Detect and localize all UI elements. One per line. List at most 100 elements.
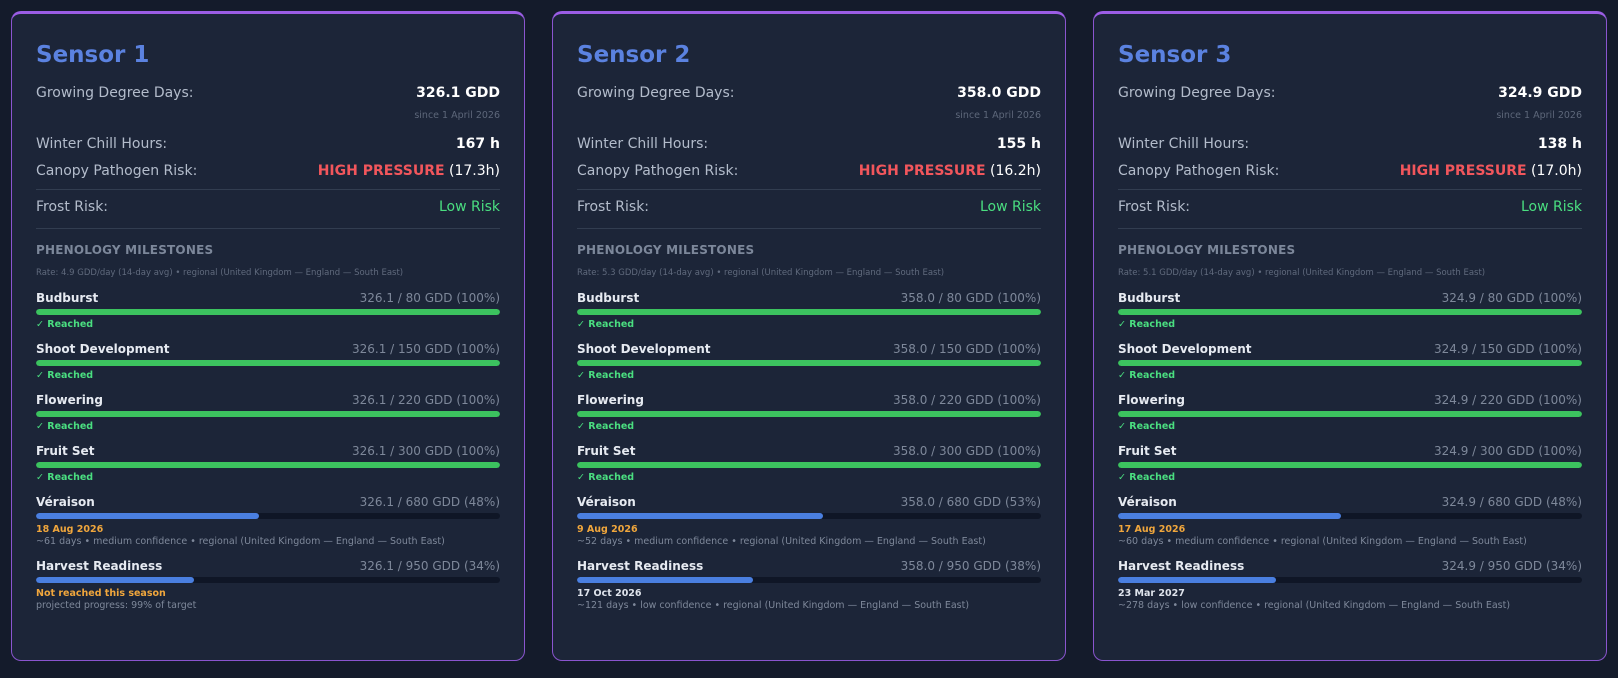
section-title: PHENOLOGY MILESTONES bbox=[1118, 243, 1296, 257]
milestone-header: Harvest Readiness 326.1 / 950 GDD (34%) bbox=[36, 559, 500, 574]
milestone-progress: 326.1 / 680 GDD (48%) bbox=[359, 495, 500, 509]
gdd-label: Growing Degree Days: bbox=[1118, 85, 1276, 101]
frost-row: Frost Risk: Low Risk bbox=[577, 197, 1041, 217]
gdd-value: 324.9 GDD bbox=[1498, 85, 1582, 101]
predicted-date: 18 Aug 2026 bbox=[36, 524, 104, 535]
progress-bar-fill bbox=[1118, 411, 1582, 417]
prediction-note: ~121 days • low confidence • regional (U… bbox=[577, 600, 970, 611]
reached-status: ✓ Reached bbox=[577, 421, 635, 432]
divider bbox=[577, 189, 1041, 190]
milestone-item: Harvest Readiness 326.1 / 950 GDD (34%) No… bbox=[36, 559, 500, 612]
progress-bar-fill bbox=[36, 462, 500, 468]
gdd-since: since 1 April 2026 bbox=[414, 110, 500, 121]
milestone-item: Harvest Readiness 358.0 / 950 GDD (38%) 17… bbox=[577, 559, 1041, 612]
milestone-header: Flowering 358.0 / 220 GDD (100%) bbox=[577, 393, 1041, 408]
sensor-card: Sensor 1 Growing Degree Days: 326.1 GDD … bbox=[11, 11, 525, 661]
predicted-date: Not reached this season bbox=[36, 588, 166, 599]
milestone-item: Shoot Development 326.1 / 150 GDD (100%) ✓… bbox=[36, 342, 500, 382]
progress-bar bbox=[36, 513, 500, 519]
prediction-note: projected progress: 99% of target bbox=[36, 600, 197, 611]
canopy-level: HIGH PRESSURE bbox=[1399, 163, 1527, 179]
canopy-label: Canopy Pathogen Risk: bbox=[577, 163, 739, 179]
divider bbox=[1118, 228, 1582, 229]
chill-row: Winter Chill Hours: 167 h bbox=[36, 134, 500, 154]
chill-row: Winter Chill Hours: 155 h bbox=[577, 134, 1041, 154]
milestone-header: Shoot Development 324.9 / 150 GDD (100%) bbox=[1118, 342, 1582, 357]
progress-bar-fill bbox=[1118, 360, 1582, 366]
sensor-card: Sensor 3 Growing Degree Days: 324.9 GDD … bbox=[1093, 11, 1607, 661]
sensor-card: Sensor 2 Growing Degree Days: 358.0 GDD … bbox=[552, 11, 1066, 661]
frost-label: Frost Risk: bbox=[577, 199, 650, 215]
progress-bar-fill bbox=[577, 360, 1041, 366]
milestone-name: Budburst bbox=[577, 291, 640, 305]
chill-value: 167 h bbox=[455, 136, 500, 152]
milestone-item: Shoot Development 324.9 / 150 GDD (100%) ✓… bbox=[1118, 342, 1582, 382]
divider bbox=[1118, 189, 1582, 190]
canopy-row: Canopy Pathogen Risk: HIGH PRESSURE (17.… bbox=[1118, 161, 1582, 181]
progress-bar-fill bbox=[36, 411, 500, 417]
canopy-level: HIGH PRESSURE bbox=[858, 163, 986, 179]
milestone-progress: 326.1 / 950 GDD (34%) bbox=[359, 559, 500, 573]
milestone-name: Harvest Readiness bbox=[1118, 559, 1245, 573]
milestone-name: Flowering bbox=[36, 393, 103, 407]
frost-value: Low Risk bbox=[979, 199, 1041, 215]
milestone-progress: 358.0 / 680 GDD (53%) bbox=[900, 495, 1041, 509]
reached-status: ✓ Reached bbox=[1118, 370, 1176, 381]
milestone-progress: 324.9 / 300 GDD (100%) bbox=[1433, 444, 1582, 458]
milestone-item: Harvest Readiness 324.9 / 950 GDD (34%) 23… bbox=[1118, 559, 1582, 612]
milestone-progress: 358.0 / 950 GDD (38%) bbox=[900, 559, 1041, 573]
milestone-list: Budburst 358.0 / 80 GDD (100%) ✓ Reached Sh… bbox=[577, 291, 1041, 612]
milestone-progress: 324.9 / 220 GDD (100%) bbox=[1433, 393, 1582, 407]
progress-bar-fill bbox=[1118, 513, 1341, 519]
progress-bar-fill bbox=[577, 462, 1041, 468]
prediction-note: ~278 days • low confidence • regional (U… bbox=[1118, 600, 1511, 611]
milestone-header: Flowering 324.9 / 220 GDD (100%) bbox=[1118, 393, 1582, 408]
gdd-label: Growing Degree Days: bbox=[577, 85, 735, 101]
sensor-title: Sensor 2 bbox=[577, 42, 691, 68]
milestone-header: Fruit Set 326.1 / 300 GDD (100%) bbox=[36, 444, 500, 459]
milestone-item: Flowering 358.0 / 220 GDD (100%) ✓ Reached bbox=[577, 393, 1041, 433]
progress-bar bbox=[1118, 360, 1582, 366]
divider bbox=[36, 228, 500, 229]
frost-label: Frost Risk: bbox=[36, 199, 109, 215]
progress-bar bbox=[1118, 309, 1582, 315]
milestone-item: Shoot Development 358.0 / 150 GDD (100%) ✓… bbox=[577, 342, 1041, 382]
milestone-progress: 326.1 / 80 GDD (100%) bbox=[359, 291, 500, 305]
section-title: PHENOLOGY MILESTONES bbox=[36, 243, 214, 257]
progress-bar bbox=[1118, 411, 1582, 417]
reached-status: ✓ Reached bbox=[577, 370, 635, 381]
milestone-item: Fruit Set 326.1 / 300 GDD (100%) ✓ Reached bbox=[36, 444, 500, 484]
progress-bar-fill bbox=[36, 360, 500, 366]
progress-bar-fill bbox=[36, 577, 194, 583]
progress-bar bbox=[577, 411, 1041, 417]
progress-bar-fill bbox=[1118, 462, 1582, 468]
gdd-label: Growing Degree Days: bbox=[36, 85, 194, 101]
chill-label: Winter Chill Hours: bbox=[1118, 136, 1250, 152]
gdd-value: 326.1 GDD bbox=[416, 85, 500, 101]
reached-status: ✓ Reached bbox=[1118, 472, 1176, 483]
progress-bar bbox=[577, 462, 1041, 468]
canopy-value: HIGH PRESSURE (16.2h) bbox=[859, 161, 1041, 181]
milestone-header: Budburst 326.1 / 80 GDD (100%) bbox=[36, 291, 500, 306]
milestone-header: Budburst 324.9 / 80 GDD (100%) bbox=[1118, 291, 1582, 306]
progress-bar-fill bbox=[36, 309, 500, 315]
canopy-row: Canopy Pathogen Risk: HIGH PRESSURE (17.… bbox=[36, 161, 500, 181]
milestone-header: Shoot Development 326.1 / 150 GDD (100%) bbox=[36, 342, 500, 357]
milestone-progress: 358.0 / 150 GDD (100%) bbox=[892, 342, 1041, 356]
chill-value: 138 h bbox=[1537, 136, 1582, 152]
milestone-name: Harvest Readiness bbox=[36, 559, 163, 573]
prediction-note: ~61 days • medium confidence • regional … bbox=[36, 536, 445, 547]
milestone-item: Véraison 326.1 / 680 GDD (48%) 18 Aug 2026… bbox=[36, 495, 500, 548]
milestone-header: Flowering 326.1 / 220 GDD (100%) bbox=[36, 393, 500, 408]
milestone-list: Budburst 326.1 / 80 GDD (100%) ✓ Reached Sh… bbox=[36, 291, 500, 612]
sensor-title: Sensor 3 bbox=[1118, 42, 1232, 68]
progress-bar bbox=[36, 411, 500, 417]
canopy-level: HIGH PRESSURE bbox=[317, 163, 445, 179]
predicted-date: 17 Oct 2026 bbox=[577, 588, 642, 599]
canopy-value: HIGH PRESSURE (17.0h) bbox=[1400, 161, 1582, 181]
frost-row: Frost Risk: Low Risk bbox=[1118, 197, 1582, 217]
milestone-progress: 358.0 / 80 GDD (100%) bbox=[900, 291, 1041, 305]
rate-text: Rate: 5.1 GDD/day (14-day avg) • regiona… bbox=[1118, 268, 1486, 278]
reached-status: ✓ Reached bbox=[36, 421, 94, 432]
